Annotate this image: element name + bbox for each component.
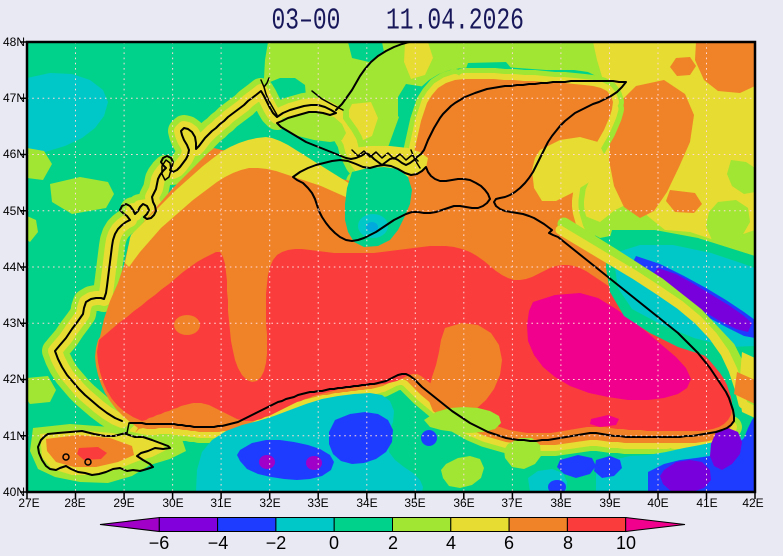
svg-text:37E: 37E (501, 496, 522, 510)
svg-text:42N: 42N (3, 372, 25, 386)
svg-text:30E: 30E (162, 496, 183, 510)
svg-text:40E: 40E (647, 496, 668, 510)
svg-text:−6: −6 (149, 533, 170, 553)
svg-text:43N: 43N (3, 316, 25, 330)
svg-text:−2: −2 (266, 533, 287, 553)
svg-text:42E: 42E (742, 496, 763, 510)
svg-text:8: 8 (563, 533, 573, 553)
svg-text:33E: 33E (307, 496, 328, 510)
svg-text:39E: 39E (599, 496, 620, 510)
svg-text:46N: 46N (3, 147, 25, 161)
svg-text:2: 2 (388, 533, 398, 553)
svg-text:34E: 34E (356, 496, 377, 510)
svg-text:−4: −4 (208, 533, 229, 553)
svg-text:29E: 29E (113, 496, 134, 510)
svg-text:45N: 45N (3, 204, 25, 218)
svg-text:28E: 28E (64, 496, 85, 510)
svg-text:6: 6 (504, 533, 514, 553)
svg-text:41N: 41N (3, 429, 25, 443)
svg-text:40N: 40N (3, 485, 25, 499)
svg-text:11.04.2026: 11.04.2026 (386, 5, 524, 39)
svg-text:36E: 36E (453, 496, 474, 510)
svg-text:27E: 27E (18, 496, 39, 510)
svg-text:38E: 38E (550, 496, 571, 510)
svg-text:31E: 31E (210, 496, 231, 510)
svg-text:44N: 44N (3, 260, 25, 274)
svg-text:35E: 35E (404, 496, 425, 510)
svg-text:41E: 41E (696, 496, 717, 510)
svg-text:10: 10 (616, 533, 636, 553)
svg-text:0: 0 (329, 533, 339, 553)
svg-text:48N: 48N (3, 35, 25, 49)
svg-text:32E: 32E (259, 496, 280, 510)
svg-text:4: 4 (446, 533, 456, 553)
svg-text:03–00: 03–00 (272, 5, 341, 39)
svg-text:47N: 47N (3, 91, 25, 105)
